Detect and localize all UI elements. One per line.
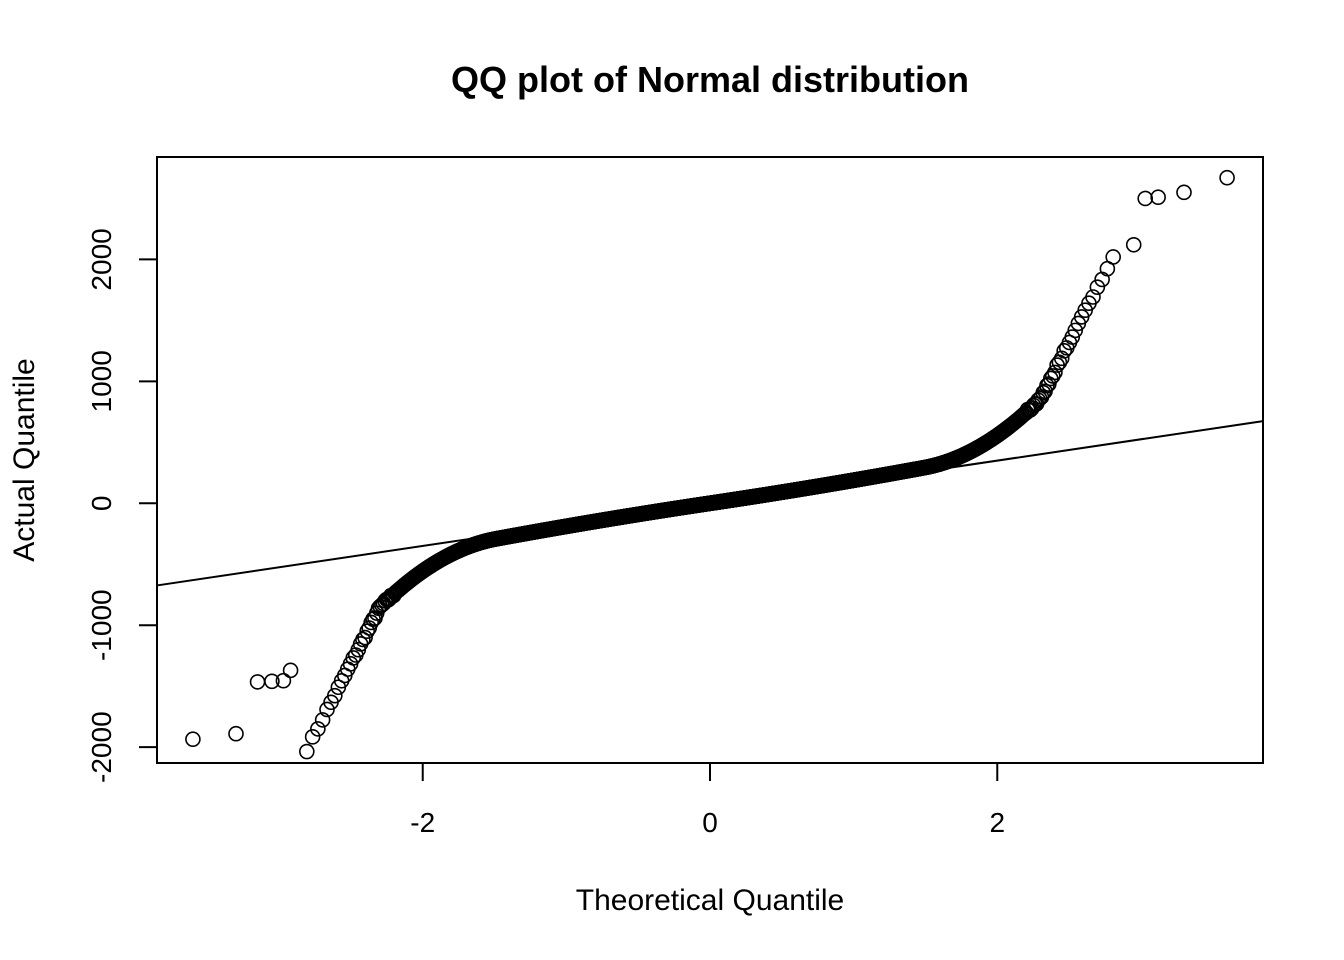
data-point — [299, 743, 315, 760]
data-point — [363, 614, 379, 631]
y-tick-label: 1000 — [86, 350, 117, 412]
data-point — [345, 650, 362, 666]
data-point — [1064, 329, 1081, 345]
data-point — [1056, 343, 1072, 359]
data-points — [185, 169, 1235, 760]
data-point — [1105, 249, 1121, 265]
tail-data-point — [1150, 189, 1166, 206]
y-tick-label: -2000 — [86, 711, 117, 783]
data-point — [1053, 350, 1070, 367]
tail-data-point — [275, 672, 292, 689]
tail-data-point — [1137, 190, 1154, 207]
x-axis-label: Theoretical Quantile — [576, 884, 844, 917]
data-point — [1089, 279, 1106, 295]
x-axis: -2 0 2 — [410, 763, 1005, 838]
tail-data-point — [185, 731, 201, 748]
y-tick-label: -1000 — [86, 589, 117, 661]
y-tick-label: 0 — [86, 495, 117, 511]
plot-frame — [156, 156, 1264, 764]
reference-line — [156, 420, 1264, 587]
x-tick-label: 2 — [989, 807, 1005, 838]
data-point — [304, 729, 321, 745]
x-tick-label: 0 — [702, 807, 718, 838]
data-point — [357, 629, 373, 646]
y-axis-label: Actual Quantile — [8, 358, 41, 561]
tail-data-point — [1219, 169, 1235, 186]
data-point — [1035, 384, 1052, 401]
x-tick-label: -2 — [410, 807, 435, 838]
chart-title: QQ plot of Normal distribution — [451, 59, 969, 100]
reference-line-group — [156, 420, 1264, 587]
data-point — [1047, 364, 1063, 381]
tail-data-point — [1176, 184, 1192, 201]
y-tick-label: 2000 — [86, 228, 117, 290]
y-axis: -2000 -1000 0 1000 2000 — [86, 228, 157, 783]
tail-data-point — [282, 662, 299, 679]
data-point — [310, 721, 326, 737]
data-point — [314, 712, 331, 728]
tail-data-point — [264, 673, 280, 690]
data-point — [327, 687, 343, 704]
tail-data-point — [249, 674, 266, 690]
data-point — [1045, 368, 1061, 384]
data-point — [1067, 322, 1084, 339]
tail-data-point — [228, 725, 244, 742]
data-point — [1085, 289, 1101, 305]
tail-data-point — [1125, 236, 1142, 253]
